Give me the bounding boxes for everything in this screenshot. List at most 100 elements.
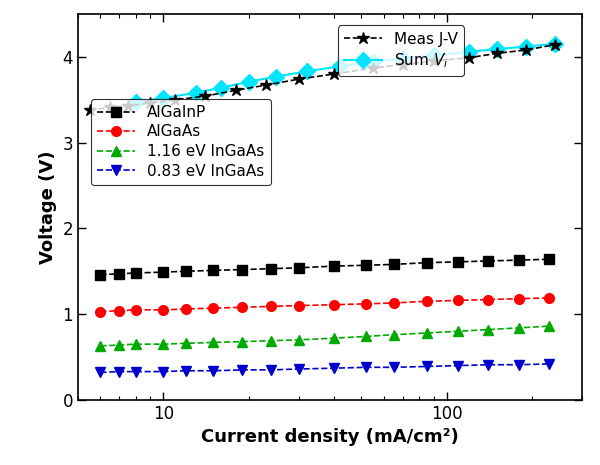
0.83 eV InGaAs	[485, 362, 492, 367]
X-axis label: Current density (mA/cm²): Current density (mA/cm²)	[201, 428, 459, 446]
Line: Sum $V_i$: Sum $V_i$	[130, 39, 560, 108]
AlGaInP	[160, 269, 167, 275]
0.83 eV InGaAs	[182, 368, 190, 373]
Meas J-V	[86, 107, 94, 113]
AlGaAs	[132, 307, 139, 312]
Meas J-V	[124, 103, 131, 108]
Meas J-V	[262, 82, 269, 88]
1.16 eV InGaAs	[160, 341, 167, 347]
0.83 eV InGaAs	[390, 365, 397, 370]
Meas J-V	[172, 97, 179, 102]
1.16 eV InGaAs	[331, 335, 338, 341]
1.16 eV InGaAs	[423, 330, 430, 336]
AlGaInP	[423, 260, 430, 266]
AlGaAs	[182, 306, 190, 312]
Sum $V_i$	[399, 56, 406, 61]
Meas J-V	[399, 62, 406, 67]
AlGaInP	[132, 270, 139, 276]
Meas J-V	[370, 65, 377, 71]
AlGaAs	[268, 304, 275, 309]
Meas J-V	[331, 71, 338, 77]
Meas J-V	[147, 100, 154, 106]
1.16 eV InGaAs	[97, 343, 104, 349]
0.83 eV InGaAs	[362, 365, 370, 370]
AlGaAs	[331, 302, 338, 307]
Sum $V_i$	[493, 46, 500, 52]
AlGaInP	[545, 257, 553, 262]
Y-axis label: Voltage (V): Voltage (V)	[39, 150, 57, 264]
AlGaInP	[116, 271, 123, 277]
Meas J-V	[295, 76, 302, 82]
Line: AlGaAs: AlGaAs	[95, 293, 554, 316]
AlGaInP	[97, 272, 104, 278]
Sum $V_i$	[160, 95, 167, 101]
1.16 eV InGaAs	[515, 325, 523, 331]
0.83 eV InGaAs	[545, 361, 553, 367]
Line: 0.83 eV InGaAs: 0.83 eV InGaAs	[95, 359, 554, 377]
Meas J-V	[430, 58, 437, 64]
AlGaInP	[268, 266, 275, 272]
0.83 eV InGaAs	[97, 370, 104, 375]
0.83 eV InGaAs	[295, 366, 302, 372]
AlGaInP	[331, 263, 338, 269]
1.16 eV InGaAs	[239, 339, 246, 345]
AlGaInP	[515, 257, 523, 263]
AlGaAs	[295, 303, 302, 308]
1.16 eV InGaAs	[132, 341, 139, 347]
Sum $V_i$	[245, 79, 252, 85]
Sum $V_i$	[218, 85, 225, 91]
Sum $V_i$	[132, 100, 139, 105]
AlGaInP	[239, 267, 246, 272]
Line: AlGaInP: AlGaInP	[95, 254, 554, 279]
1.16 eV InGaAs	[182, 340, 190, 346]
AlGaAs	[423, 299, 430, 304]
Line: Meas J-V: Meas J-V	[83, 39, 561, 116]
1.16 eV InGaAs	[485, 327, 492, 332]
0.83 eV InGaAs	[515, 362, 523, 367]
1.16 eV InGaAs	[545, 323, 553, 329]
Meas J-V	[466, 55, 473, 60]
AlGaAs	[485, 297, 492, 302]
0.83 eV InGaAs	[455, 363, 462, 368]
Sum $V_i$	[522, 44, 529, 49]
AlGaAs	[209, 306, 217, 311]
Sum $V_i$	[303, 69, 310, 74]
AlGaInP	[182, 268, 190, 274]
Sum $V_i$	[466, 49, 473, 54]
Legend: AlGaInP, AlGaAs, 1.16 eV InGaAs, 0.83 eV InGaAs: AlGaInP, AlGaAs, 1.16 eV InGaAs, 0.83 eV…	[91, 99, 271, 185]
AlGaInP	[362, 262, 370, 268]
Line: 1.16 eV InGaAs: 1.16 eV InGaAs	[95, 321, 554, 351]
AlGaAs	[515, 296, 523, 301]
AlGaAs	[362, 301, 370, 306]
0.83 eV InGaAs	[160, 369, 167, 374]
Sum $V_i$	[192, 90, 199, 96]
Sum $V_i$	[430, 53, 437, 58]
AlGaAs	[160, 307, 167, 312]
AlGaAs	[97, 309, 104, 314]
Meas J-V	[107, 105, 114, 110]
0.83 eV InGaAs	[239, 367, 246, 372]
AlGaInP	[209, 267, 217, 273]
Sum $V_i$	[370, 59, 377, 65]
AlGaAs	[455, 298, 462, 303]
1.16 eV InGaAs	[390, 332, 397, 338]
0.83 eV InGaAs	[209, 368, 217, 373]
AlGaAs	[239, 305, 246, 310]
0.83 eV InGaAs	[268, 367, 275, 372]
AlGaInP	[295, 265, 302, 271]
Meas J-V	[201, 93, 208, 99]
AlGaAs	[116, 308, 123, 313]
1.16 eV InGaAs	[209, 339, 217, 345]
1.16 eV InGaAs	[362, 334, 370, 339]
AlGaInP	[485, 258, 492, 264]
0.83 eV InGaAs	[423, 364, 430, 369]
1.16 eV InGaAs	[295, 337, 302, 343]
0.83 eV InGaAs	[116, 369, 123, 374]
0.83 eV InGaAs	[331, 365, 338, 371]
AlGaAs	[545, 295, 553, 301]
AlGaInP	[390, 262, 397, 267]
Meas J-V	[522, 47, 529, 53]
Sum $V_i$	[551, 41, 558, 47]
Meas J-V	[493, 51, 500, 56]
AlGaInP	[455, 259, 462, 265]
